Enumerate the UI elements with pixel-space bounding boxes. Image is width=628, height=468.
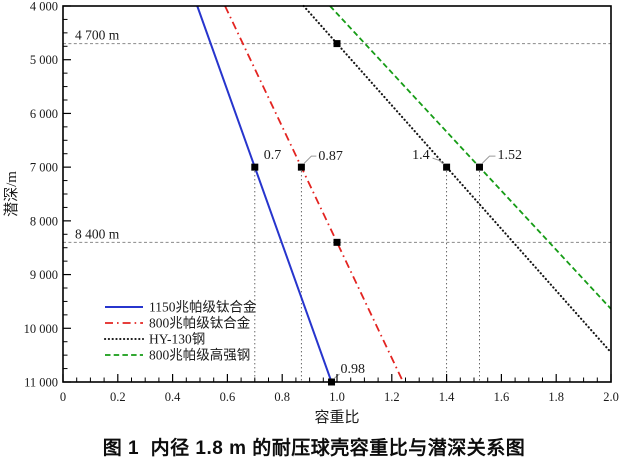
annotation-leader [432,157,444,165]
x-tick-label: 1.0 [329,390,345,404]
annotation-label: 0.98 [341,362,366,377]
x-tick-label: 1.8 [548,390,564,404]
series-line-1 [224,5,404,383]
data-point-marker [443,163,451,171]
legend-label-2: HY-130钢 [149,332,205,347]
annotation-label: 0.7 [264,148,282,163]
legend-label-0: 1150兆帕级钛合金 [149,300,257,315]
y-axis-label: 潜深/m [3,171,20,217]
y-tick-label: 8 000 [30,214,58,228]
y-tick-label: 4 000 [30,0,58,14]
series-line-0 [196,5,333,383]
legend-label-1: 800兆帕级钛合金 [149,316,251,331]
depth-vs-weight-ratio-chart: 4 700 m 8 400 m 0.7 0.87 1.4 1.52 0.98 0 0.2 0.4 0… [3,0,619,426]
x-tick-label: 0.2 [110,390,126,404]
data-point-marker [297,163,305,171]
series-line-2 [302,4,613,354]
plot-frame [62,5,612,383]
x-tick-label: 1.6 [494,390,510,404]
annotation-leader [482,155,496,164]
data-point-marker [333,40,341,48]
x-tick-label: 0 [60,390,66,404]
data-point-marker [251,163,259,171]
annotation-label: 0.87 [318,149,343,164]
y-tick-label: 9 000 [30,268,58,282]
y-tick-label: 11 000 [24,376,58,390]
x-tick-label: 0.6 [220,390,236,404]
series-line-3 [329,5,612,310]
data-point-marker [333,238,341,246]
x-axis-label: 容重比 [314,409,359,426]
x-tick-label: 0.8 [274,390,290,404]
legend-label-3: 800兆帕级高强钢 [149,347,250,363]
data-point-marker [475,163,483,171]
x-tick-label: 1.2 [384,390,400,404]
figure-caption: 图 1 内径 1.8 m 的耐压球壳容重比与潜深关系图 [102,438,526,459]
x-tick-label: 0.4 [165,390,181,404]
reference-line-label: 8 400 m [75,226,120,241]
annotation-label: 1.4 [412,148,430,163]
y-tick-label: 10 000 [24,322,58,336]
x-tick-label: 1.4 [439,390,455,404]
y-tick-label: 6 000 [30,107,58,121]
annotation-label: 1.52 [497,148,521,163]
x-tick-label: 2.0 [603,390,619,404]
y-tick-label: 7 000 [30,161,58,175]
reference-line-label: 4 700 m [75,28,120,43]
y-tick-label: 5 000 [30,53,58,67]
annotation-leader [304,155,317,164]
